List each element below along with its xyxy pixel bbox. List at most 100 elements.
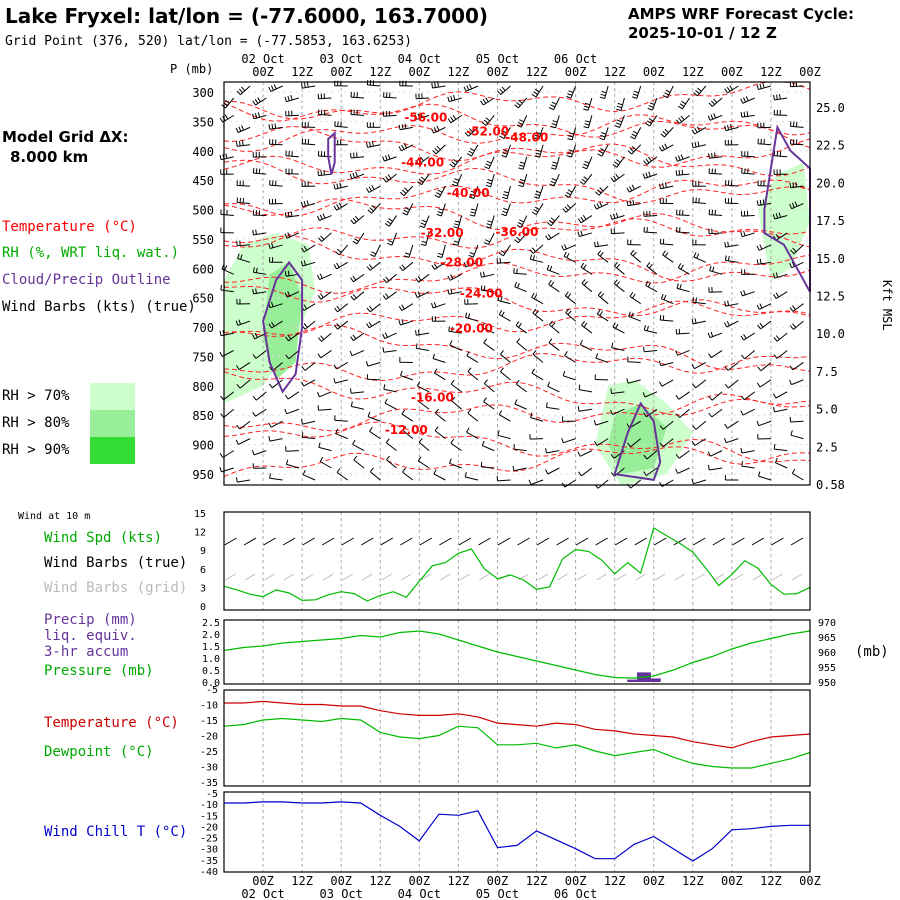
wind-barb-grid (733, 573, 744, 581)
wind-barb-grid (361, 573, 373, 581)
wind-barb (709, 467, 723, 471)
wind-barb-feather (340, 121, 342, 127)
cross-section-bg (224, 82, 810, 485)
wind-barb (727, 420, 739, 429)
wind-barb (517, 232, 528, 244)
wind-barb-feather (534, 206, 540, 210)
wind-barb-feather (317, 274, 320, 280)
wind-barb-feather (448, 326, 450, 332)
wind-barb-feather (368, 264, 373, 269)
wind-barb-feather (600, 93, 606, 97)
wind-barb-feather (550, 217, 556, 222)
wind-barb-feather (626, 378, 629, 384)
bottom-hour-label: 12Z (369, 874, 391, 888)
wind-barb-feather (432, 353, 435, 359)
wind-barb-feather (584, 160, 590, 164)
wind-barb-feather (791, 468, 796, 474)
wind-barb-feather (235, 320, 239, 326)
wind-barb (302, 420, 316, 425)
wind-barb-true (517, 537, 530, 546)
wind-barb-feather (514, 399, 518, 405)
wind-barb (791, 379, 804, 386)
wind-barb-feather (483, 338, 488, 344)
wind-barb-grid (381, 573, 393, 581)
wind-barb-feather (421, 219, 427, 223)
wind-barb-feather (483, 397, 487, 402)
wind-barb-feather (237, 253, 240, 259)
wind-barb-feather (778, 212, 781, 218)
wind-barb-feather (794, 201, 798, 207)
wind-barb (646, 408, 658, 418)
wind-barb-feather (664, 92, 670, 96)
wind-barb-feather (384, 223, 390, 227)
wind-barb (319, 461, 332, 469)
wind-barb (321, 332, 332, 342)
wind-barb (790, 420, 804, 423)
wind-barb-feather (707, 332, 711, 338)
wind-barb (270, 420, 283, 428)
wind-barb (628, 185, 641, 193)
wind-barb-feather (501, 213, 507, 217)
wind-barb-feather (469, 128, 474, 133)
pressure-tick-label: 500 (192, 204, 214, 218)
wind-barb (403, 185, 414, 196)
wind-barb-feather (502, 152, 508, 155)
wind-barb-feather (434, 408, 439, 414)
wind-barb (434, 372, 446, 381)
wind-barb (580, 215, 593, 224)
wind-barb (391, 232, 398, 246)
wind-tick-label: 6 (200, 565, 206, 576)
wind-barb-feather (434, 147, 439, 153)
wind-barb (302, 261, 316, 267)
wind-barb-feather (740, 410, 744, 416)
wind-barb-feather (464, 312, 468, 318)
wind-barb (482, 445, 495, 452)
temperature-contour (223, 179, 811, 217)
wind-barb (741, 155, 755, 158)
wind-barb-feather (675, 119, 680, 124)
wind-barb-feather (466, 85, 470, 91)
wind-barb-feather (252, 229, 254, 236)
wind-barb-feather (385, 293, 389, 298)
wind-barb-feather (301, 432, 304, 438)
wind-barb-feather (519, 181, 525, 185)
wind-barb-feather (610, 214, 613, 220)
wind-barb-feather (470, 190, 476, 194)
wind-barb (369, 471, 381, 481)
wind-barb-feather (741, 354, 746, 360)
wind-barb-feather (513, 444, 515, 450)
wind-panel-frame (223, 511, 811, 611)
wind-barb-feather (692, 297, 694, 303)
wind-barb-feather (253, 267, 255, 273)
wind-barb-feather (776, 150, 779, 156)
wind-barb-feather (434, 82, 436, 88)
wind-barb-feather (545, 469, 549, 475)
wind-barb (563, 255, 576, 263)
wind-barb-feather (565, 308, 570, 314)
wind-barb-feather (415, 343, 418, 349)
top-hour-label: 00Z (487, 65, 509, 79)
wind-barb-feather (547, 233, 552, 239)
pressure-tick-label: 750 (192, 350, 214, 364)
wind-barb-feather (300, 201, 304, 207)
wind-barb (448, 291, 462, 295)
wind-barb-feather (401, 124, 404, 130)
top-day-label: 03 Oct (320, 52, 363, 66)
wind-barb-feather (319, 456, 324, 462)
wind-barb-grid (401, 573, 412, 581)
wind-barb-feather (420, 156, 424, 162)
wind-barb-feather (532, 308, 537, 314)
wind-barb-true (634, 537, 647, 546)
wind-barb (603, 127, 609, 140)
wind-barb (535, 203, 544, 215)
wind-barb-feather (452, 243, 458, 246)
legend-rh90-label: RH > 90% (2, 442, 70, 458)
wind-barb (774, 448, 788, 452)
wind-barb-grid (322, 573, 334, 581)
wind-barb-feather (789, 325, 794, 330)
wind-barb-feather (564, 194, 570, 198)
wind-barb-grid (576, 573, 588, 581)
wind-barb-feather (485, 239, 491, 243)
wind-barb-feather (466, 351, 470, 356)
pressure-tick-label: 700 (192, 321, 214, 335)
